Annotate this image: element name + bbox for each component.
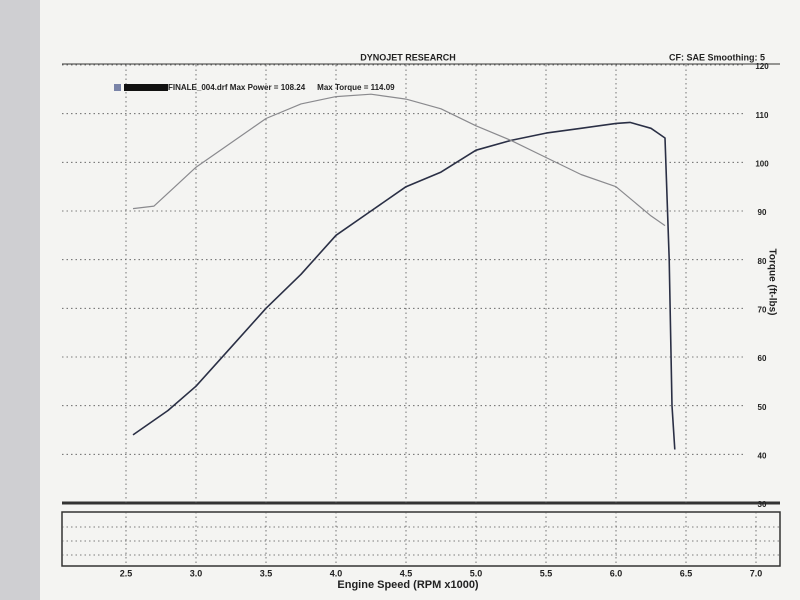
y-tick-label: 40 (758, 451, 767, 460)
chart-subtitle: CF: SAE Smoothing: 5 (669, 52, 765, 62)
x-tick-label: 3.5 (260, 568, 273, 578)
legend-swatch (114, 84, 121, 91)
y-axis-label: Torque (ft-lbs) (766, 248, 777, 315)
x-tick-label: 5.5 (540, 568, 553, 578)
paper (40, 0, 800, 600)
y-tick-label: 90 (758, 208, 767, 217)
y-tick-label: 80 (758, 257, 767, 266)
series-line (132, 93, 666, 227)
series-line (132, 121, 676, 450)
y-tick-label: 110 (756, 111, 769, 120)
x-tick-label: 3.0 (190, 568, 203, 578)
x-tick-label: 5.0 (470, 568, 483, 578)
x-tick-label: 2.5 (120, 568, 133, 578)
legend-label: FINALE_004.drf Max Power = 108.24 (168, 83, 306, 92)
x-tick-label: 7.0 (750, 568, 763, 578)
legend-label: Max Torque = 114.09 (317, 83, 395, 92)
x-axis-label: Engine Speed (RPM x1000) (337, 579, 479, 591)
y-tick-label: 120 (755, 62, 769, 71)
y-tick-label: 100 (755, 159, 769, 168)
chart-title: DYNOJET RESEARCH (360, 52, 456, 62)
x-tick-label: 4.0 (330, 568, 343, 578)
y-tick-label: 30 (758, 500, 767, 509)
lower-panel (61, 511, 781, 567)
y-tick-label: 50 (758, 403, 767, 412)
x-tick-label: 6.0 (610, 568, 623, 578)
y-tick-label: 60 (758, 354, 767, 363)
y-tick-label: 70 (758, 305, 767, 314)
legend-redaction (124, 84, 168, 91)
x-tick-label: 6.5 (680, 568, 693, 578)
x-tick-label: 4.5 (400, 568, 413, 578)
